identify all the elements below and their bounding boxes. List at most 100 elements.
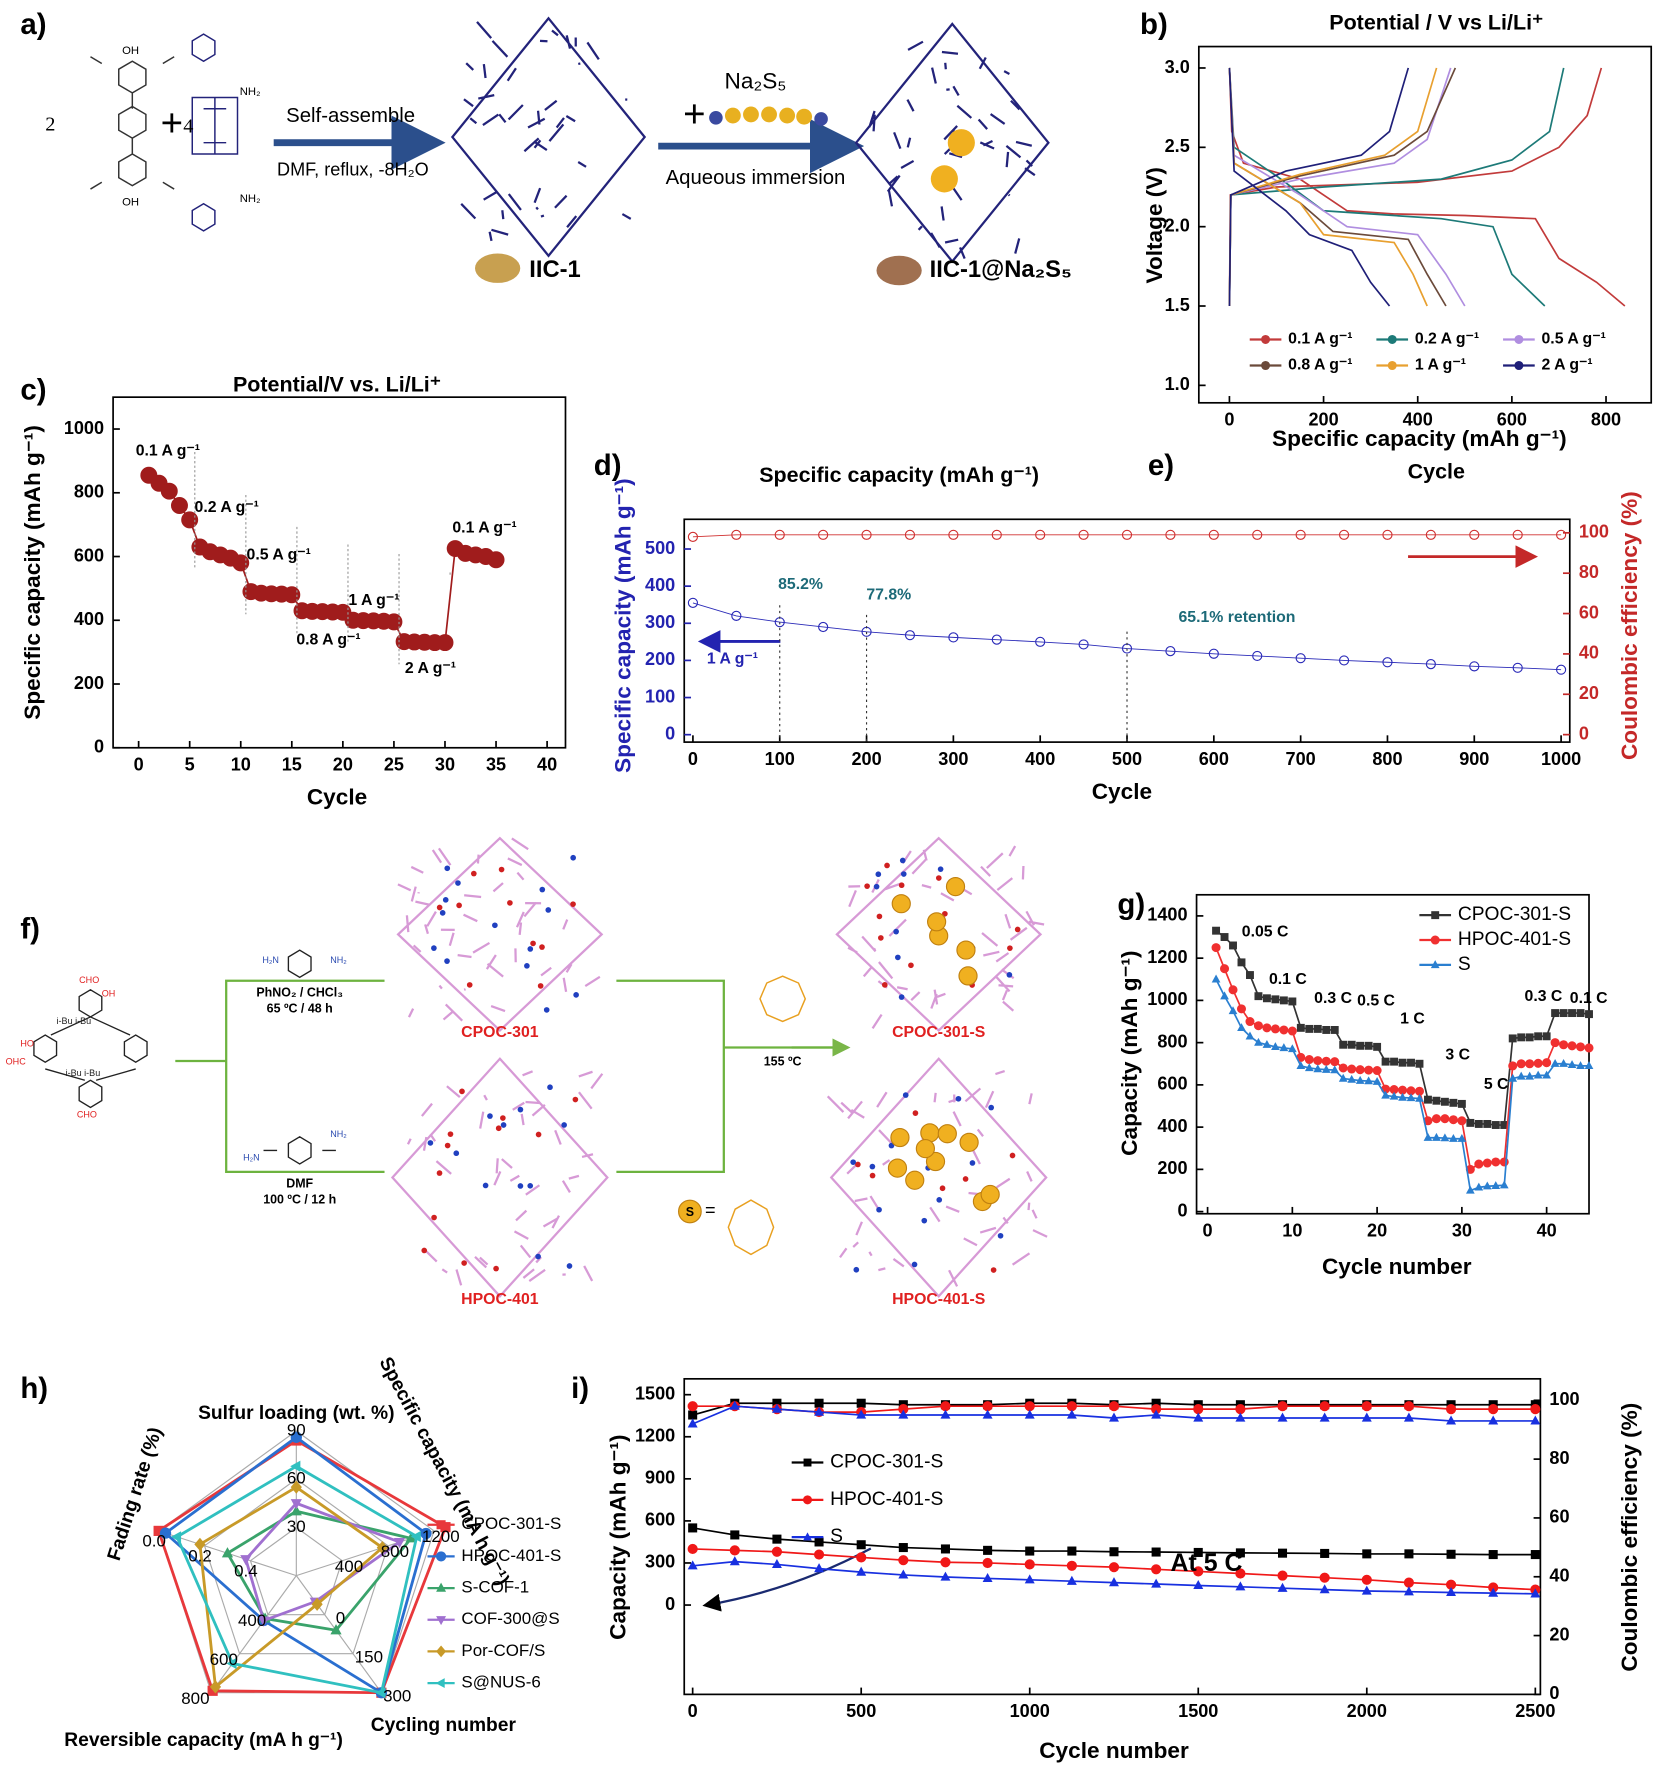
marker [1024, 1401, 1035, 1412]
atom [447, 1131, 454, 1138]
sulfur-ball [937, 1124, 957, 1144]
sulfur-ball [920, 1123, 940, 1143]
marker [1474, 1182, 1484, 1191]
x-tick-label: 800 [1372, 749, 1402, 769]
annotation: 2 A g⁻¹ [405, 660, 456, 677]
marker [1508, 1061, 1518, 1071]
atom [455, 880, 461, 886]
atom-label: H₂N [262, 955, 279, 965]
marker [1024, 1559, 1035, 1570]
atom [864, 883, 870, 889]
marker [856, 1540, 866, 1550]
panel-label: a) [20, 8, 46, 41]
x-tick-label: 400 [1403, 410, 1433, 430]
marker [1347, 1040, 1356, 1049]
marker [159, 1527, 172, 1539]
radar-tick-label: 150 [355, 1648, 383, 1667]
atom [570, 854, 576, 861]
marker [1403, 1586, 1414, 1596]
atom-label: NH₂ [330, 1129, 347, 1139]
radar-axis-label: Reversible capacity (mA h g⁻¹) [64, 1730, 343, 1751]
marker [436, 1645, 447, 1658]
marker [194, 1537, 206, 1551]
marker [1362, 1549, 1372, 1559]
radar-area [244, 1501, 403, 1623]
marker [1338, 1063, 1348, 1073]
marker [1361, 1574, 1372, 1585]
atom [875, 871, 882, 878]
y-tick-label: 1000 [1147, 989, 1187, 1009]
marker [1446, 1549, 1456, 1559]
atom [470, 870, 477, 877]
marker [1491, 1181, 1501, 1190]
marker [1533, 1058, 1543, 1068]
marker [904, 529, 916, 540]
y2-tick-label: 0 [1579, 723, 1589, 743]
marker [1530, 1404, 1541, 1415]
product-label: IIC-1@Na₂S₅ [930, 256, 1072, 283]
marker [232, 554, 250, 572]
atom [539, 886, 546, 893]
aldehyde-bonds [90, 56, 175, 190]
x-axis-label: Cycle [1092, 779, 1152, 804]
x-tick-label: 20 [1367, 1221, 1387, 1241]
atom [453, 1150, 460, 1157]
marker [1432, 1132, 1441, 1141]
marker [1381, 1057, 1390, 1066]
marker [1500, 1121, 1509, 1129]
legend-label: HPOC-401-S [461, 1546, 561, 1565]
marker [687, 1401, 698, 1412]
marker [1108, 1562, 1120, 1573]
y-tick-label: 600 [74, 545, 104, 565]
x-tick-label: 300 [938, 749, 968, 769]
y-tick-label: 400 [645, 575, 675, 595]
marker [818, 621, 829, 633]
plot-frame [112, 396, 567, 749]
marker [290, 1480, 302, 1494]
chart-title: Specific capacity (mAh g⁻¹) [759, 463, 1039, 487]
atom [421, 1247, 428, 1254]
annotation: 1 C [1400, 1010, 1425, 1027]
x-tick-label: 40 [537, 755, 557, 775]
radar-axis-label: Sulfur loading (wt. %) [198, 1403, 394, 1424]
marker [1508, 1073, 1518, 1082]
atom-label: i-Bu i-Bu [57, 1016, 92, 1026]
marker [1576, 1042, 1586, 1052]
marker [1514, 334, 1524, 345]
marker [731, 610, 742, 621]
marker [982, 1409, 993, 1419]
marker [1576, 1061, 1585, 1070]
cage-label: HPOC-401 [461, 1291, 539, 1308]
marker [1415, 1059, 1424, 1068]
y-tick-label: 0 [665, 723, 675, 743]
legend-label: S-COF-1 [461, 1578, 529, 1597]
marker [729, 1556, 740, 1566]
y-tick-label: 600 [1157, 1074, 1187, 1094]
marker [1235, 1412, 1246, 1422]
radar-tick-label: 60 [287, 1469, 306, 1488]
marker [1313, 1056, 1323, 1066]
x-tick-label: 40 [1537, 1221, 1557, 1241]
marker [1389, 1091, 1399, 1100]
legend-label: HPOC-401-S [830, 1489, 943, 1510]
atom [572, 1096, 579, 1103]
radar-tick-label: 800 [381, 1542, 409, 1561]
sulfur-ball [678, 1199, 702, 1224]
marker [290, 1431, 302, 1443]
marker [1211, 943, 1221, 953]
marker [1287, 1026, 1297, 1036]
scheme-a [90, 33, 239, 232]
plus: + [161, 102, 183, 145]
marker [1304, 1055, 1314, 1065]
marker [1491, 1157, 1501, 1167]
marker [1512, 662, 1523, 673]
atom [570, 901, 576, 907]
sulfur-ball [925, 1151, 946, 1172]
panel-label: b) [1140, 8, 1168, 41]
marker [1430, 960, 1440, 969]
marker [1403, 1412, 1414, 1422]
marker [982, 1572, 993, 1583]
conditions: DMF, reflux, -8H₂O [277, 160, 429, 180]
hydrazide-reagent [263, 1136, 336, 1165]
annotation: 0.1 A g⁻¹ [136, 443, 200, 460]
